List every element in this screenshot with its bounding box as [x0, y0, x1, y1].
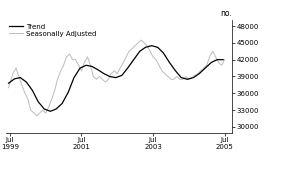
Legend: Trend, Seasonally Adjusted: Trend, Seasonally Adjusted — [9, 24, 97, 37]
Text: no.: no. — [220, 9, 232, 18]
